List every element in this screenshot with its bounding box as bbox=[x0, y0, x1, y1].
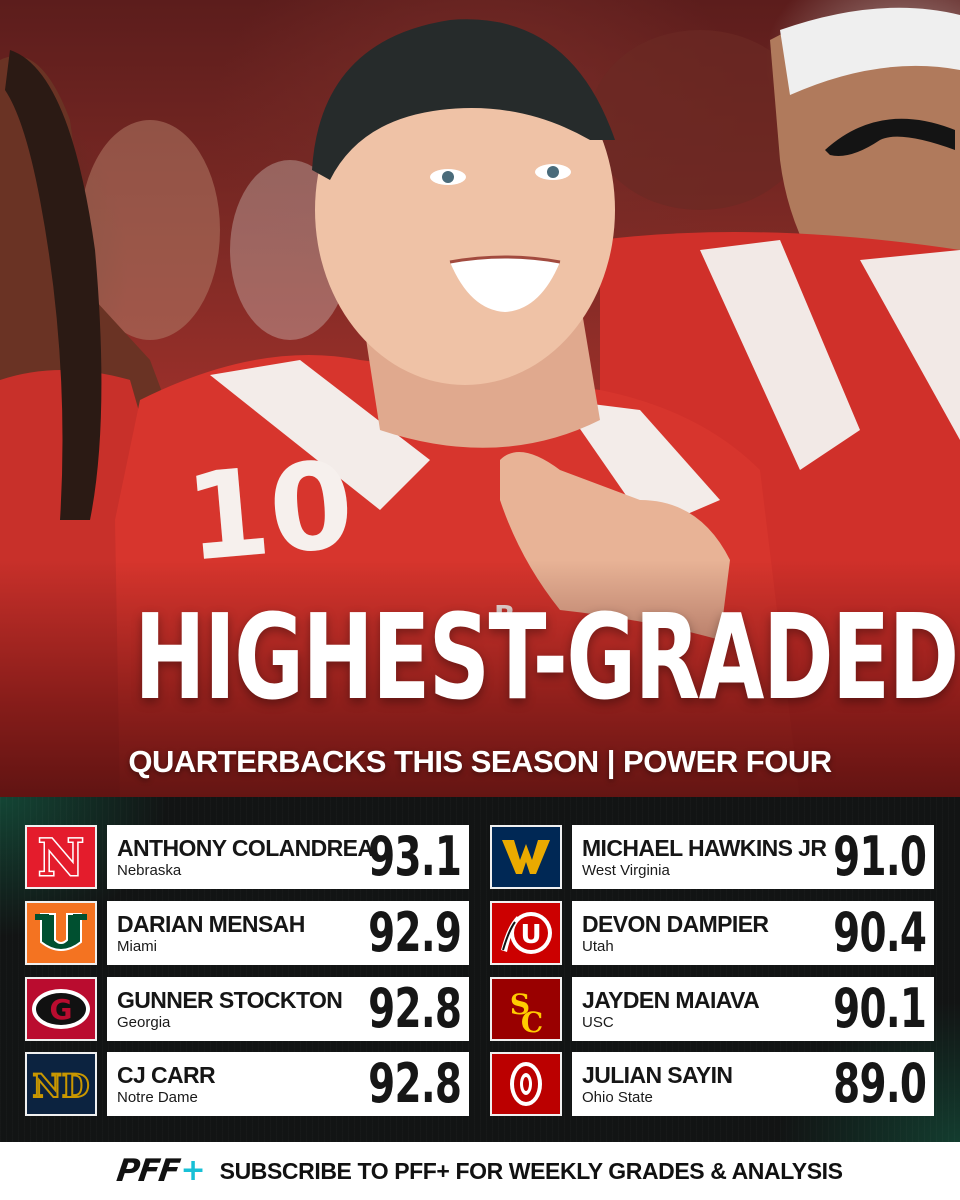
utah-u-icon: U bbox=[490, 901, 562, 965]
player-card: MICHAEL HAWKINS JR West Virginia 91.0 bbox=[572, 825, 934, 889]
hero-gradient-overlay bbox=[0, 560, 960, 800]
svg-text:ND: ND bbox=[33, 1067, 90, 1105]
usc-sc-icon: S C bbox=[490, 977, 562, 1041]
player-name: JULIAN SAYIN bbox=[582, 1062, 733, 1088]
ranking-row-8: JULIAN SAYIN Ohio State 89.0 bbox=[490, 1052, 934, 1116]
player-grade: 90.1 bbox=[832, 977, 927, 1040]
notre-dame-nd-icon: ND bbox=[25, 1052, 97, 1116]
player-name: MICHAEL HAWKINS JR bbox=[582, 835, 827, 861]
ranking-row-3: G GUNNER STOCKTON Georgia 92.8 bbox=[25, 977, 469, 1041]
ranking-row-7: S C JAYDEN MAIAVA USC 90.1 bbox=[490, 977, 934, 1041]
svg-text:C: C bbox=[521, 1006, 543, 1036]
svg-text:S: S bbox=[510, 988, 530, 1021]
player-grade: 92.8 bbox=[367, 977, 462, 1040]
player-card: GUNNER STOCKTON Georgia 92.8 bbox=[107, 977, 469, 1041]
player-name: DEVON DAMPIER bbox=[582, 911, 769, 937]
player-team: Utah bbox=[582, 938, 614, 955]
ranking-row-2: DARIAN MENSAH Miami 92.9 bbox=[25, 901, 469, 965]
ranking-row-1: N ANTHONY COLANDREA Nebraska 93.1 bbox=[25, 825, 469, 889]
player-name: CJ CARR bbox=[117, 1062, 216, 1088]
pff-logo-text: PFF bbox=[114, 1153, 183, 1189]
svg-text:U: U bbox=[520, 920, 541, 950]
page-title: HIGHEST-GRADED bbox=[134, 588, 959, 726]
player-grade: 92.9 bbox=[367, 901, 462, 964]
ranking-row-6: U DEVON DAMPIER Utah 90.4 bbox=[490, 901, 934, 965]
player-team: Notre Dame bbox=[117, 1089, 198, 1106]
player-team: West Virginia bbox=[582, 862, 670, 879]
ranking-row-4: ND CJ CARR Notre Dame 92.8 bbox=[25, 1052, 469, 1116]
player-grade: 93.1 bbox=[367, 825, 462, 888]
player-card: ANTHONY COLANDREA Nebraska 93.1 bbox=[107, 825, 469, 889]
player-team: Miami bbox=[117, 938, 157, 955]
svg-text:G: G bbox=[50, 993, 73, 1026]
player-team: USC bbox=[582, 1014, 614, 1031]
player-team: Georgia bbox=[117, 1014, 171, 1031]
ohio-state-o-icon bbox=[490, 1052, 562, 1116]
player-grade: 89.0 bbox=[832, 1052, 927, 1115]
player-name: ANTHONY COLANDREA bbox=[117, 835, 374, 861]
miami-u-icon bbox=[25, 901, 97, 965]
ranking-row-5: MICHAEL HAWKINS JR West Virginia 91.0 bbox=[490, 825, 934, 889]
page-subtitle: QUARTERBACKS THIS SEASON | POWER FOUR bbox=[128, 744, 832, 779]
player-name: JAYDEN MAIAVA bbox=[582, 987, 760, 1013]
player-card: JAYDEN MAIAVA USC 90.1 bbox=[572, 977, 934, 1041]
player-name: GUNNER STOCKTON bbox=[117, 987, 343, 1013]
pff-plus-icon: + bbox=[180, 1153, 206, 1188]
georgia-g-icon: G bbox=[25, 977, 97, 1041]
player-grade: 92.8 bbox=[367, 1052, 462, 1115]
subscribe-footer[interactable]: PFF + SUBSCRIBE TO PFF+ FOR WEEKLY GRADE… bbox=[0, 1142, 960, 1200]
player-team: Nebraska bbox=[117, 862, 182, 879]
player-grade: 91.0 bbox=[832, 825, 927, 888]
west-virginia-wv-icon bbox=[490, 825, 562, 889]
subscribe-cta[interactable]: SUBSCRIBE TO PFF+ FOR WEEKLY GRADES & AN… bbox=[219, 1157, 843, 1184]
player-team: Ohio State bbox=[582, 1089, 653, 1106]
pff-plus-logo: PFF + bbox=[114, 1153, 206, 1189]
player-card: DEVON DAMPIER Utah 90.4 bbox=[572, 901, 934, 965]
player-card: CJ CARR Notre Dame 92.8 bbox=[107, 1052, 469, 1116]
svg-text:N: N bbox=[38, 830, 84, 884]
player-name: DARIAN MENSAH bbox=[117, 911, 305, 937]
nebraska-n-icon: N bbox=[25, 825, 97, 889]
hero-photo: 10 B HIGHEST-GRADED QUARTERBACKS THIS SE… bbox=[0, 0, 960, 800]
player-card: DARIAN MENSAH Miami 92.9 bbox=[107, 901, 469, 965]
player-card: JULIAN SAYIN Ohio State 89.0 bbox=[572, 1052, 934, 1116]
player-grade: 90.4 bbox=[832, 901, 927, 964]
